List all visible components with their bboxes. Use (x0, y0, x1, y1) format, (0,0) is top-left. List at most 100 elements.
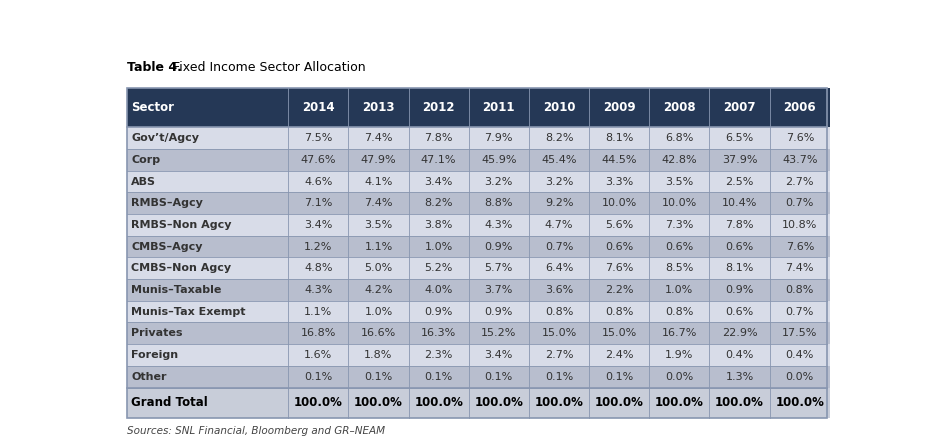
Text: 100.0%: 100.0% (414, 396, 463, 409)
Text: 44.5%: 44.5% (601, 155, 637, 165)
Text: Gov’t/Agcy: Gov’t/Agcy (131, 133, 199, 143)
Bar (649, 214, 709, 236)
Bar (468, 257, 529, 279)
Bar (709, 192, 770, 214)
Text: 0.4%: 0.4% (725, 350, 754, 360)
Text: 0.1%: 0.1% (605, 372, 633, 381)
Bar (709, 301, 770, 323)
Bar (589, 127, 649, 149)
Bar (409, 192, 468, 214)
Text: 0.8%: 0.8% (786, 285, 814, 295)
Text: 16.3%: 16.3% (421, 328, 456, 338)
Bar (709, 214, 770, 236)
Text: 9.2%: 9.2% (545, 198, 573, 208)
Bar (770, 301, 830, 323)
Text: 0.1%: 0.1% (545, 372, 573, 381)
Bar (770, 171, 830, 192)
Bar (529, 149, 589, 171)
Text: 100.0%: 100.0% (715, 396, 764, 409)
Bar (589, 257, 649, 279)
Bar (348, 192, 409, 214)
Bar (128, 171, 289, 192)
Bar (709, 257, 770, 279)
Text: 5.6%: 5.6% (605, 220, 633, 230)
Text: 0.9%: 0.9% (425, 307, 452, 317)
Text: 8.1%: 8.1% (605, 133, 633, 143)
Text: 15.0%: 15.0% (601, 328, 637, 338)
Text: 7.8%: 7.8% (725, 220, 754, 230)
Bar (348, 257, 409, 279)
Bar (770, 323, 830, 344)
Bar (468, 366, 529, 388)
Text: 3.6%: 3.6% (545, 285, 573, 295)
Text: 2.7%: 2.7% (786, 176, 814, 187)
Text: 100.0%: 100.0% (776, 396, 824, 409)
Text: ABS: ABS (131, 176, 156, 187)
Bar (348, 344, 409, 366)
Bar (589, 366, 649, 388)
Text: 0.9%: 0.9% (485, 242, 513, 252)
Text: 1.1%: 1.1% (364, 242, 393, 252)
Bar (709, 344, 770, 366)
Text: 0.6%: 0.6% (605, 242, 633, 252)
Text: 10.0%: 10.0% (601, 198, 637, 208)
Bar (468, 214, 529, 236)
Bar (468, 236, 529, 257)
Bar (468, 301, 529, 323)
Bar (529, 192, 589, 214)
Bar (649, 257, 709, 279)
Text: 0.7%: 0.7% (545, 242, 573, 252)
Bar (409, 214, 468, 236)
Text: RMBS–Agcy: RMBS–Agcy (131, 198, 203, 208)
Text: 8.8%: 8.8% (484, 198, 513, 208)
Bar (348, 323, 409, 344)
Text: 6.5%: 6.5% (725, 133, 754, 143)
Bar (409, 279, 468, 301)
Bar (468, 149, 529, 171)
Text: RMBS–Non Agcy: RMBS–Non Agcy (131, 220, 232, 230)
Bar (709, 88, 770, 127)
Bar (409, 171, 468, 192)
Text: 0.4%: 0.4% (786, 350, 814, 360)
Text: 8.2%: 8.2% (425, 198, 452, 208)
Bar (468, 192, 529, 214)
Text: 0.0%: 0.0% (786, 372, 814, 381)
Bar (649, 366, 709, 388)
Text: 16.7%: 16.7% (662, 328, 697, 338)
Bar (409, 344, 468, 366)
Text: 10.8%: 10.8% (782, 220, 817, 230)
Text: 7.6%: 7.6% (605, 263, 633, 273)
Bar (770, 192, 830, 214)
Text: 100.0%: 100.0% (534, 396, 584, 409)
Text: 100.0%: 100.0% (595, 396, 643, 409)
Bar (289, 366, 348, 388)
Bar (770, 388, 830, 418)
Text: 1.3%: 1.3% (725, 372, 754, 381)
Bar (128, 257, 289, 279)
Text: 37.9%: 37.9% (722, 155, 757, 165)
Bar (409, 301, 468, 323)
Bar (289, 388, 348, 418)
Text: 0.1%: 0.1% (425, 372, 452, 381)
Bar (770, 214, 830, 236)
Text: 1.0%: 1.0% (364, 307, 393, 317)
Text: 100.0%: 100.0% (354, 396, 403, 409)
Bar (348, 149, 409, 171)
Bar (348, 214, 409, 236)
Text: 0.9%: 0.9% (485, 307, 513, 317)
Bar (289, 149, 348, 171)
Text: 4.2%: 4.2% (364, 285, 393, 295)
Bar (348, 301, 409, 323)
Text: 0.1%: 0.1% (485, 372, 513, 381)
Bar (409, 149, 468, 171)
Bar (770, 279, 830, 301)
Bar (589, 171, 649, 192)
Text: 2007: 2007 (723, 101, 756, 114)
Text: 2014: 2014 (302, 101, 334, 114)
Bar (289, 214, 348, 236)
Text: 2010: 2010 (543, 101, 575, 114)
Text: 2.4%: 2.4% (605, 350, 633, 360)
Text: 45.4%: 45.4% (541, 155, 577, 165)
Text: 100.0%: 100.0% (294, 396, 343, 409)
Text: 2006: 2006 (784, 101, 816, 114)
